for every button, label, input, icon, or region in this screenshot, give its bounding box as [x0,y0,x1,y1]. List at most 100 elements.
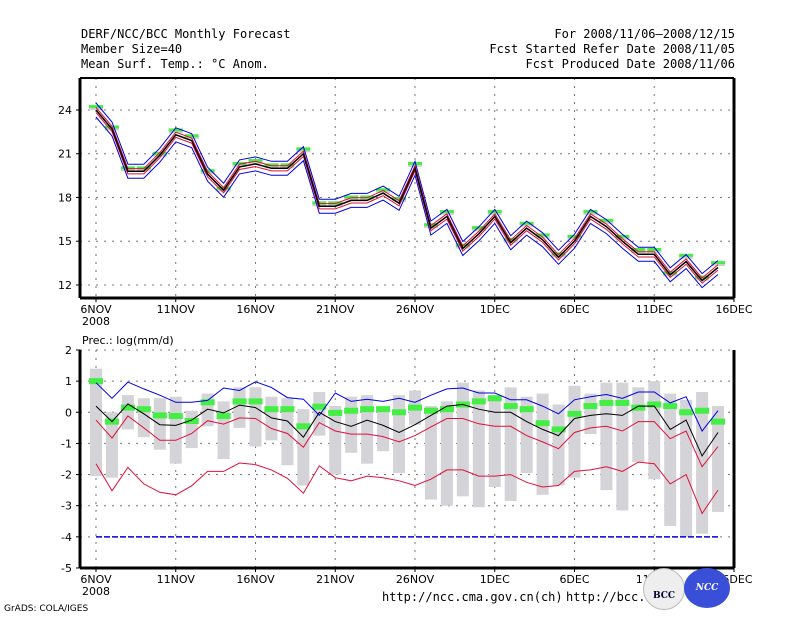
prec-range-bar [361,395,374,464]
temp-obs-marker [280,163,295,167]
temp-obs-marker [264,163,279,167]
ncc-logo: NCC [684,568,730,608]
prec-obs-marker [423,407,438,414]
prec-xtick-label: 6DEC [559,573,589,586]
prec-range-bar [90,368,102,477]
prec-obs-marker [312,403,327,410]
prec-range-bar [281,398,294,466]
prec-obs-marker [599,399,614,406]
prec-range-bar [648,381,661,480]
member-size: Member Size=40 [81,42,183,56]
start-date: Fcst Started Refer Date 2008/11/05 [489,42,735,56]
temp-obs-marker [360,195,375,199]
temp-upper-outer-line [95,102,719,275]
prec-range-bar [568,385,581,478]
prec-upper-line [95,381,719,432]
prec-range-bar [249,387,262,447]
temp-obs-marker [471,226,486,230]
temp-ytick-label: 24 [58,104,72,117]
prec-obs-marker [631,404,646,411]
prec-lower-line [95,415,719,468]
prec-xtick-label: 11NOV [157,573,196,586]
prec-obs-marker [216,413,231,420]
prec-ytick-label: 2 [65,344,72,357]
temp-xtick-label: 16NOV [236,303,275,316]
temp-obs-marker [232,161,247,165]
temp-obs-marker [631,247,646,251]
ncc-logo-text: NCC [695,583,719,593]
prec-obs-marker [487,395,502,402]
prec-range-bar [105,412,118,478]
prec-range-bar [153,398,166,450]
prec-ytick-label: -1 [61,437,72,450]
temp-obs-marker [408,161,422,165]
temp-lower-inner-line [95,112,719,284]
prec-obs-marker [392,409,407,416]
temp-obs-marker [647,247,662,251]
temp-obs-marker [376,188,391,192]
temp-xtick-label: 16DEC [715,303,752,316]
prec-ytick-label: -3 [61,500,72,513]
ncc-url[interactable]: http://ncc.cma.gov.cn(ch) [382,590,563,604]
temp-obs-marker [695,275,710,279]
prec-range-bar [632,387,645,463]
prec-xtick-label: 21NOV [316,573,355,586]
prec-obs-marker [184,417,199,424]
prec-range-bar [393,395,406,474]
prec-obs-marker [551,426,566,433]
prec-obs-marker [280,406,295,413]
temp-obs-marker [487,210,502,214]
temp-obs-marker [392,196,407,200]
prec-ytick-label: -5 [61,562,72,575]
prec-obs-marker [376,406,391,413]
prec-range-bar [488,395,501,488]
prec-obs-marker [89,378,103,385]
temp-obs-marker [439,210,454,214]
temp-obs-marker [551,252,566,256]
prec-range-bar [520,396,533,474]
prec-ytick-label: -4 [61,531,72,544]
prec-obs-marker [695,407,710,414]
bcc-logo: BCC [643,568,685,610]
temp-obs-marker [599,218,614,222]
temp-obs-marker [583,210,598,214]
variable-label: Mean Surf. Temp.: °C Anom. [81,57,269,71]
forecast-period: For 2008/11/06—2008/12/15 [554,27,735,41]
temp-obs-marker [248,159,263,163]
prec-xtick-label: 1DEC [480,573,510,586]
prec-range-bar [472,390,485,508]
prec-obs-marker [344,407,359,414]
temp-obs-marker [328,201,343,205]
prec-range-bar [440,401,453,506]
prec-xtick-sublabel: 2008 [82,585,110,598]
temp-obs-marker [136,166,151,170]
prec-range-bar [169,396,182,464]
temp-ytick-label: 15 [58,235,72,248]
prec-obs-marker [535,420,550,427]
prec-range-bar [217,401,230,459]
produced-date: Fcst Produced Date 2008/11/06 [525,57,735,71]
temp-mean-line [95,109,719,282]
bcc-url[interactable]: http://bcc.c [566,590,653,604]
prec-range-bar [600,382,613,491]
prec-range-bar [680,399,693,537]
prec-obs-marker [503,403,518,410]
prec-obs-marker [136,406,151,413]
prec-obs-marker [615,399,630,406]
prec-xtick-label: 16NOV [236,573,275,586]
temp-xtick-label: 11NOV [157,303,196,316]
temp-ytick-label: 21 [58,148,72,161]
prec-range-bar [424,406,437,500]
prec-range-bar [456,382,469,497]
prec-obs-marker [663,403,678,410]
prec-range-bar [377,407,390,452]
prec-obs-marker [439,406,454,413]
temp-obs-marker [168,128,183,132]
prec-min-line [95,461,719,515]
prec-range-bar [504,387,517,502]
temp-obs-marker [296,147,311,151]
temp-ytick-label: 18 [58,191,72,204]
prec-range-bar [185,410,198,449]
forecast-title: DERF/NCC/BCC Monthly Forecast [81,27,291,41]
